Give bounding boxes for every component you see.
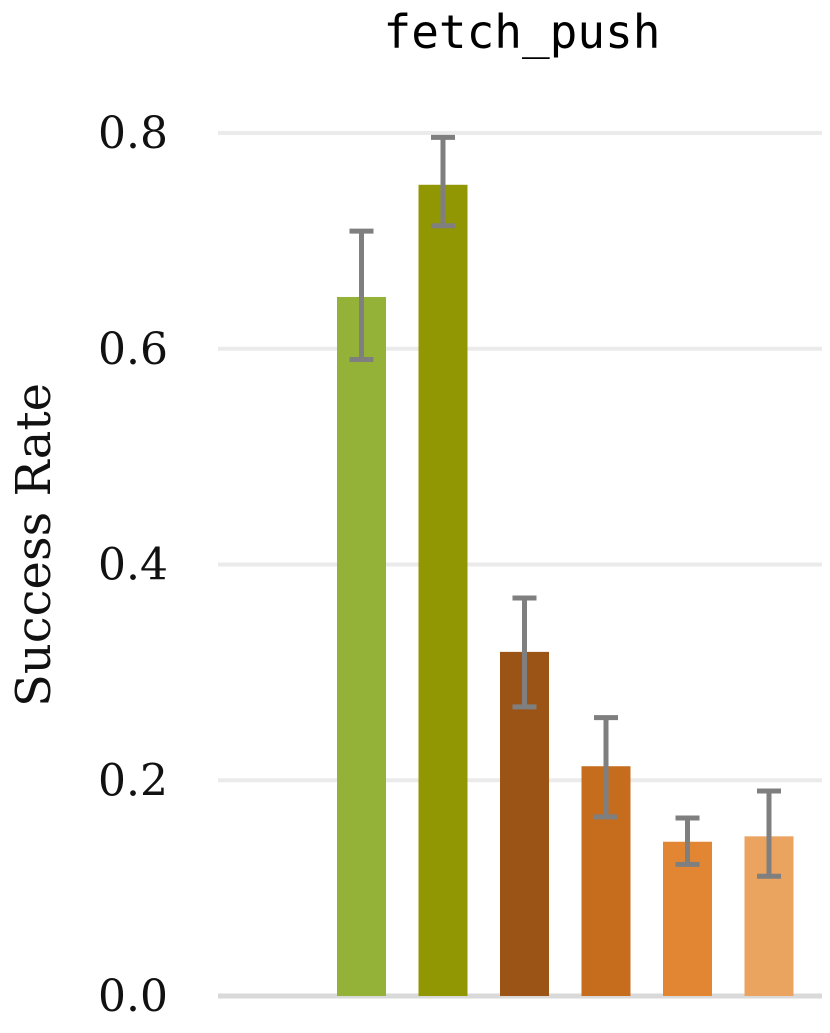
bar — [337, 296, 386, 997]
error-bar — [349, 228, 374, 363]
error-bar — [431, 134, 455, 229]
y-axis-label: Success Rate — [6, 383, 62, 707]
bars — [337, 184, 794, 997]
y-tick-label: 0.6 — [98, 324, 168, 375]
y-tick-label: 0.0 — [98, 971, 168, 1022]
error-bar — [675, 815, 700, 867]
error-bar — [757, 788, 781, 879]
bar — [418, 184, 468, 996]
error-bar — [512, 595, 537, 710]
bar — [663, 841, 712, 996]
y-tick-label: 0.4 — [98, 540, 168, 591]
y-tick-label: 0.8 — [98, 108, 168, 159]
error-bars — [349, 134, 781, 879]
y-tick-labels: 0.0 0.2 0.4 0.6 0.8 — [98, 108, 168, 1022]
y-tick-label: 0.2 — [98, 755, 168, 806]
error-bar — [594, 715, 618, 820]
chart-title: fetch_push — [384, 5, 661, 59]
